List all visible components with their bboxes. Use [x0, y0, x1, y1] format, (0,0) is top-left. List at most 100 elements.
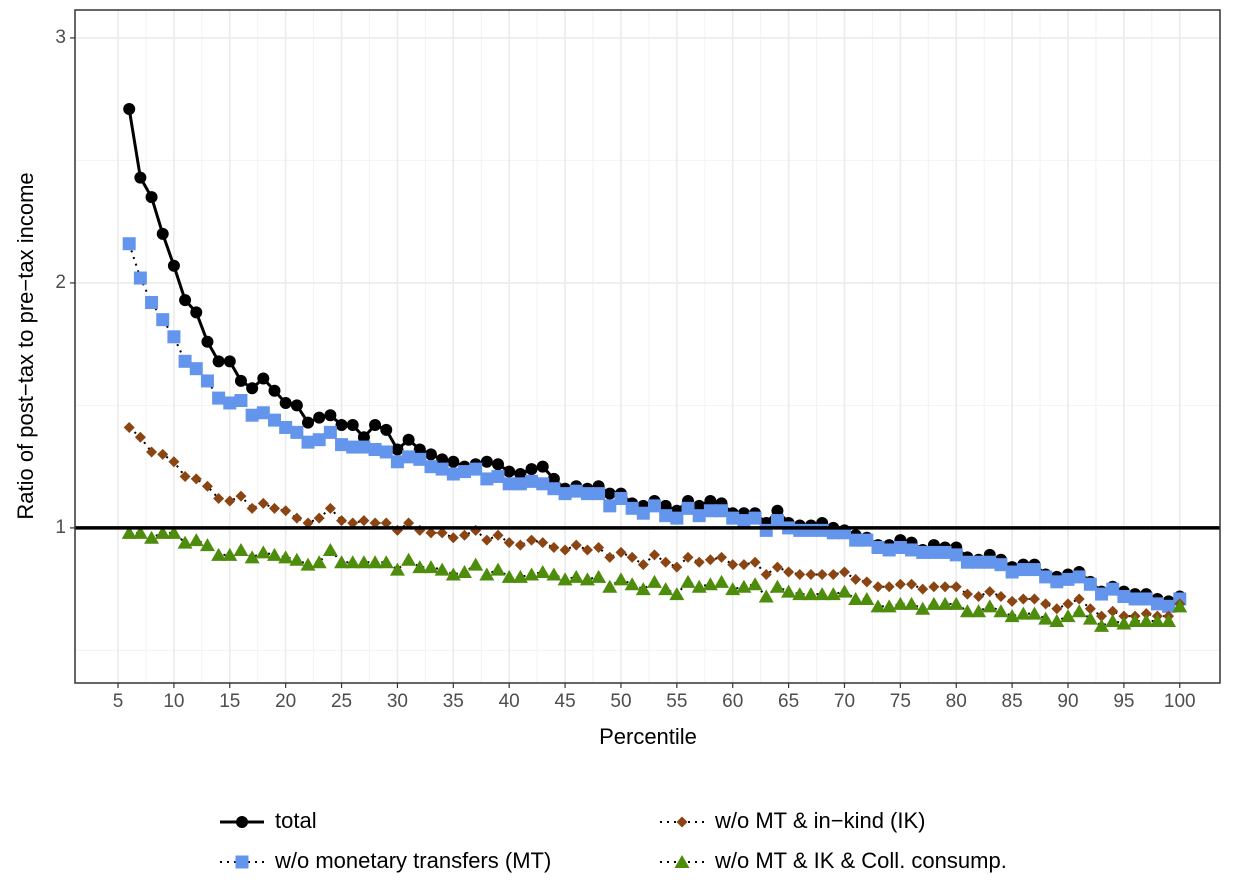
point: [302, 517, 314, 529]
point: [1172, 599, 1188, 613]
point: [526, 534, 538, 546]
point: [177, 535, 193, 549]
point: [613, 572, 629, 586]
point: [715, 504, 729, 518]
point: [783, 566, 795, 578]
point: [1005, 565, 1019, 579]
point: [792, 587, 808, 601]
y-axis-title: Ratio of post−tax to pre−tax income: [13, 172, 38, 519]
point: [547, 482, 561, 496]
point: [849, 533, 863, 547]
point: [872, 581, 884, 593]
point: [1083, 577, 1097, 591]
point: [502, 477, 516, 491]
point: [233, 542, 249, 556]
point: [278, 550, 294, 564]
point: [938, 545, 952, 559]
point: [881, 599, 897, 613]
point: [660, 556, 672, 568]
point: [380, 517, 392, 529]
point: [536, 460, 549, 473]
point: [168, 456, 180, 468]
point: [882, 543, 896, 557]
x-tick-label: 50: [610, 691, 631, 712]
point: [836, 584, 852, 598]
point: [805, 568, 817, 580]
point: [481, 534, 493, 546]
x-tick-label: 65: [778, 691, 799, 712]
point: [367, 555, 383, 569]
point: [291, 512, 303, 524]
point: [1161, 614, 1177, 628]
point: [546, 567, 562, 581]
y-tick-label: 1: [55, 517, 66, 538]
x-tick-label: 100: [1164, 691, 1196, 712]
point: [167, 330, 181, 344]
point: [973, 591, 985, 603]
point: [860, 533, 874, 547]
point: [1128, 592, 1142, 606]
point: [514, 539, 526, 551]
point: [559, 544, 571, 556]
point: [1061, 572, 1075, 586]
point: [760, 568, 772, 580]
point: [425, 527, 437, 539]
x-tick-label: 20: [275, 691, 296, 712]
point: [245, 408, 259, 422]
point: [456, 565, 472, 579]
point: [748, 511, 762, 525]
point: [736, 579, 752, 593]
point: [524, 567, 540, 581]
x-tick-label: 30: [387, 691, 408, 712]
y-tick-label: 3: [55, 27, 66, 48]
point: [971, 604, 987, 618]
point: [378, 555, 394, 569]
point: [190, 306, 203, 319]
point: [771, 561, 783, 573]
point: [625, 501, 639, 515]
point: [356, 555, 372, 569]
point: [435, 462, 449, 476]
point: [893, 541, 907, 555]
point: [1040, 598, 1052, 610]
x-tick-label: 60: [722, 691, 743, 712]
point: [737, 514, 751, 528]
point: [156, 227, 169, 240]
point: [369, 419, 382, 432]
point: [548, 542, 560, 554]
x-tick-label: 35: [443, 691, 464, 712]
point: [937, 596, 953, 610]
point: [669, 587, 685, 601]
point: [345, 555, 361, 569]
point: [300, 557, 316, 571]
point: [179, 294, 192, 307]
point: [1028, 593, 1040, 605]
point: [637, 559, 649, 571]
point: [447, 532, 459, 544]
point: [1149, 614, 1165, 628]
point: [335, 438, 349, 452]
point: [156, 313, 170, 327]
x-tick-label: 90: [1057, 691, 1078, 712]
point: [335, 419, 348, 432]
point: [926, 596, 942, 610]
point: [568, 569, 584, 583]
point: [434, 562, 450, 576]
point: [458, 529, 470, 541]
point: [557, 572, 573, 586]
point: [346, 419, 359, 432]
point: [569, 484, 583, 498]
point: [894, 578, 906, 590]
x-tick-label: 40: [499, 691, 520, 712]
point: [725, 582, 741, 596]
plot-border: [74, 9, 1221, 684]
point: [513, 477, 527, 491]
point: [614, 492, 628, 506]
point: [602, 579, 618, 593]
point: [390, 455, 404, 469]
point: [503, 537, 515, 549]
point: [256, 406, 270, 420]
point: [313, 512, 325, 524]
point: [336, 515, 348, 527]
